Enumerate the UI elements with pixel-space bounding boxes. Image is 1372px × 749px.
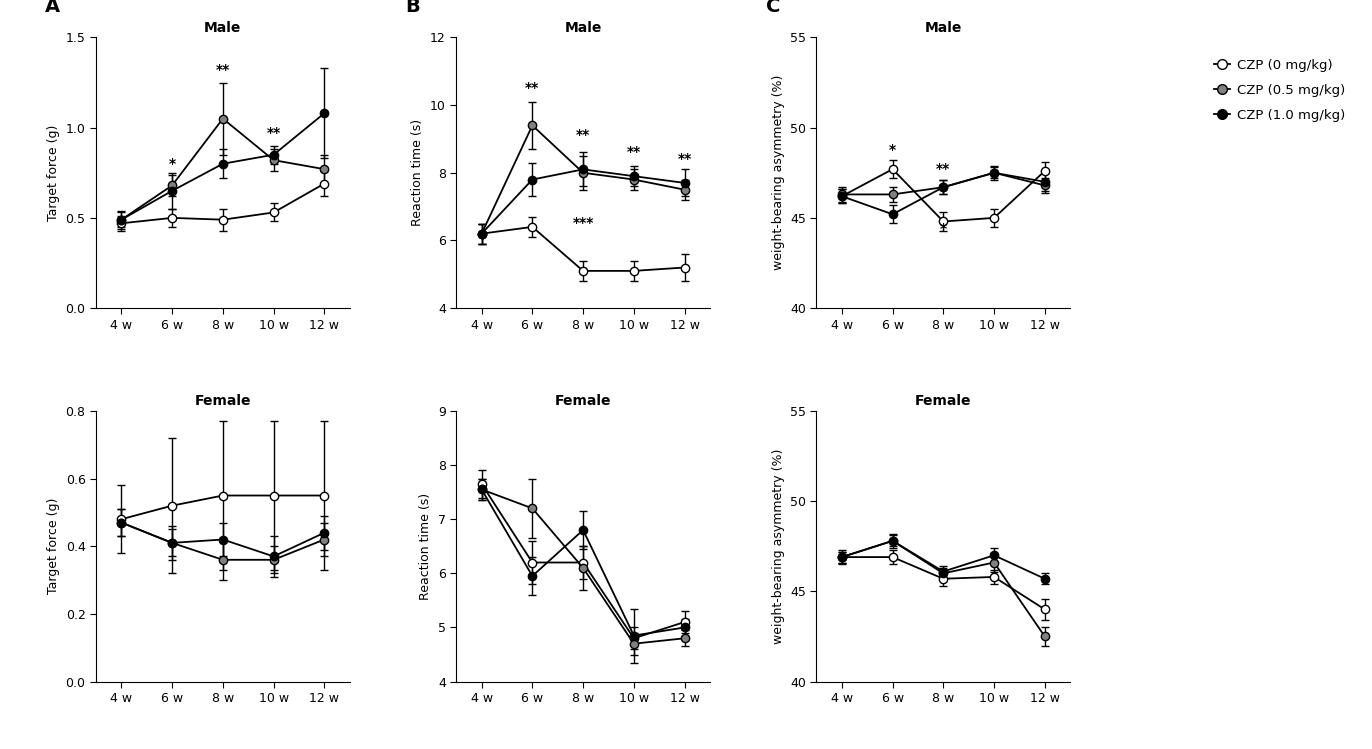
Y-axis label: Target force (g): Target force (g)	[47, 124, 60, 221]
Title: Female: Female	[915, 395, 971, 408]
Text: *: *	[940, 222, 947, 236]
Text: *: *	[889, 142, 896, 157]
Title: Male: Male	[564, 21, 602, 35]
Title: Female: Female	[554, 395, 612, 408]
Title: Male: Male	[204, 21, 241, 35]
Text: C: C	[766, 0, 781, 16]
Legend: CZP (0 mg/kg), CZP (0.5 mg/kg), CZP (1.0 mg/kg): CZP (0 mg/kg), CZP (0.5 mg/kg), CZP (1.0…	[1214, 59, 1345, 122]
Text: **: **	[525, 81, 539, 95]
Text: **: **	[266, 127, 281, 140]
Y-axis label: weight-bearing asymmetry (%): weight-bearing asymmetry (%)	[771, 75, 785, 270]
Y-axis label: weight-bearing asymmetry (%): weight-bearing asymmetry (%)	[771, 449, 785, 644]
Text: **: **	[627, 145, 641, 160]
Text: B: B	[406, 0, 420, 16]
Title: Male: Male	[925, 21, 962, 35]
Text: A: A	[45, 0, 60, 16]
Text: *: *	[169, 157, 176, 171]
Text: **: **	[576, 128, 590, 142]
Y-axis label: Reaction time (s): Reaction time (s)	[420, 493, 432, 600]
Text: **: **	[215, 63, 230, 77]
Text: **: **	[936, 163, 951, 176]
Y-axis label: Reaction time (s): Reaction time (s)	[412, 119, 424, 226]
Y-axis label: Target force (g): Target force (g)	[47, 498, 60, 595]
Text: ***: ***	[572, 216, 594, 230]
Text: **: **	[678, 152, 691, 166]
Title: Female: Female	[195, 395, 251, 408]
